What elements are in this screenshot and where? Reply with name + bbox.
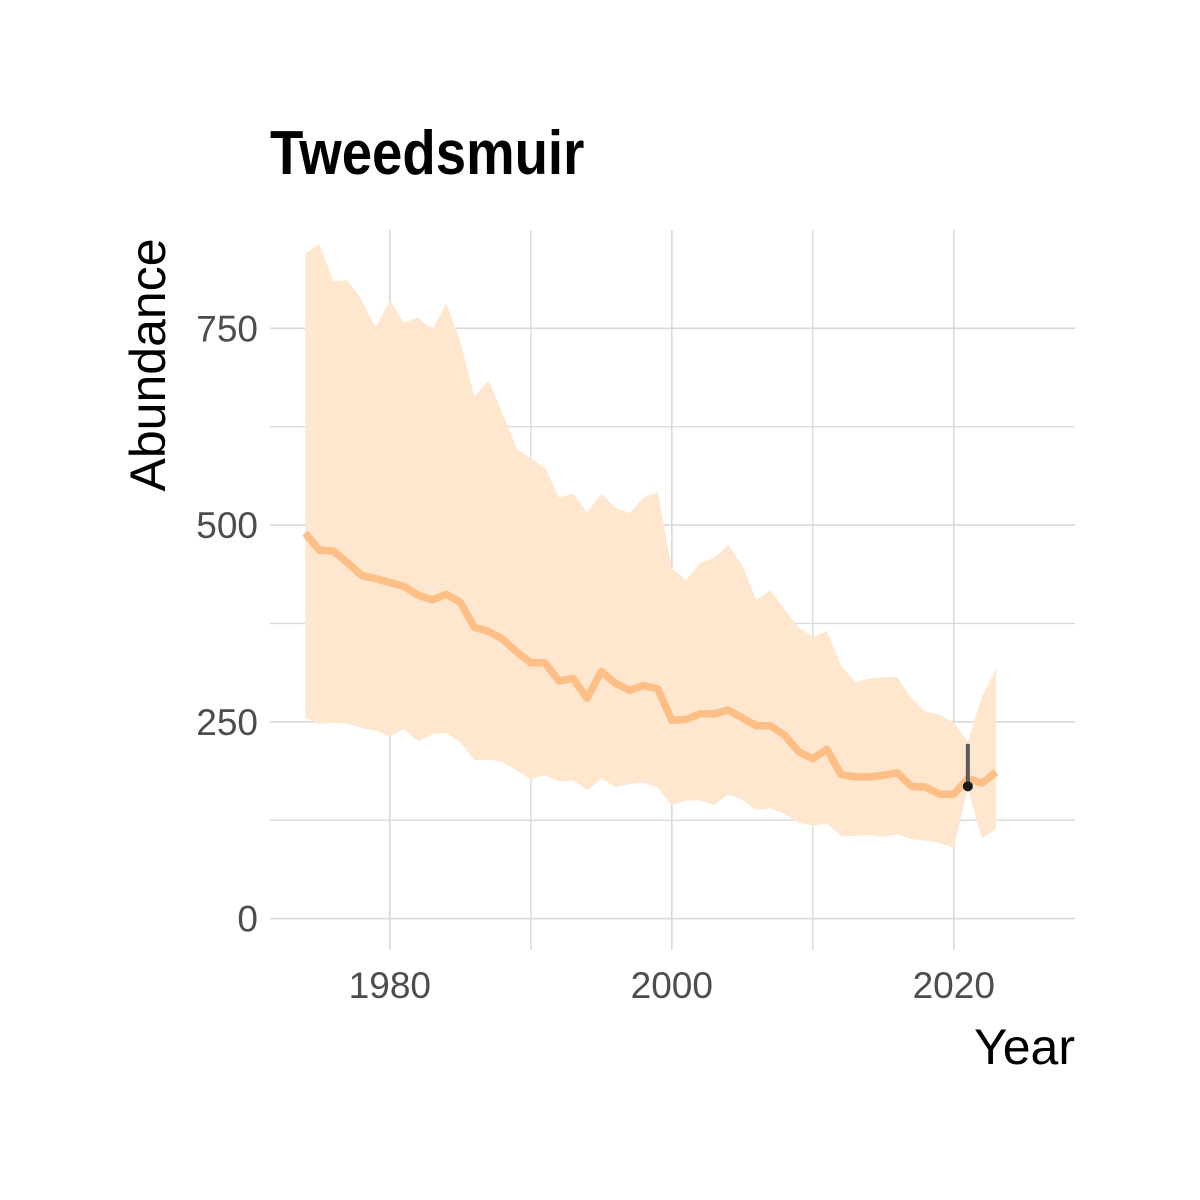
- abundance-line-layer: [302, 530, 999, 798]
- chart-title: Tweedsmuir: [270, 119, 585, 188]
- y-tick-label: 750: [196, 308, 258, 349]
- observation-point: [962, 781, 973, 792]
- confidence-band-layer: [305, 244, 997, 848]
- y-tick-label: 0: [237, 899, 258, 940]
- x-tick-label: 2020: [913, 965, 995, 1006]
- x-axis-title: Year: [974, 1019, 1075, 1075]
- abundance-line: [302, 530, 999, 798]
- y-tick-label: 250: [196, 702, 258, 743]
- observation-layer: [962, 743, 973, 792]
- x-tick-label: 1980: [349, 965, 431, 1006]
- confidence-band: [305, 244, 997, 848]
- tick-labels: 0 250 500 750 1980 2000 2020: [196, 308, 995, 1006]
- y-tick-label: 500: [196, 505, 258, 546]
- y-axis-title: Abundance: [120, 238, 176, 491]
- x-tick-label: 2000: [631, 965, 713, 1006]
